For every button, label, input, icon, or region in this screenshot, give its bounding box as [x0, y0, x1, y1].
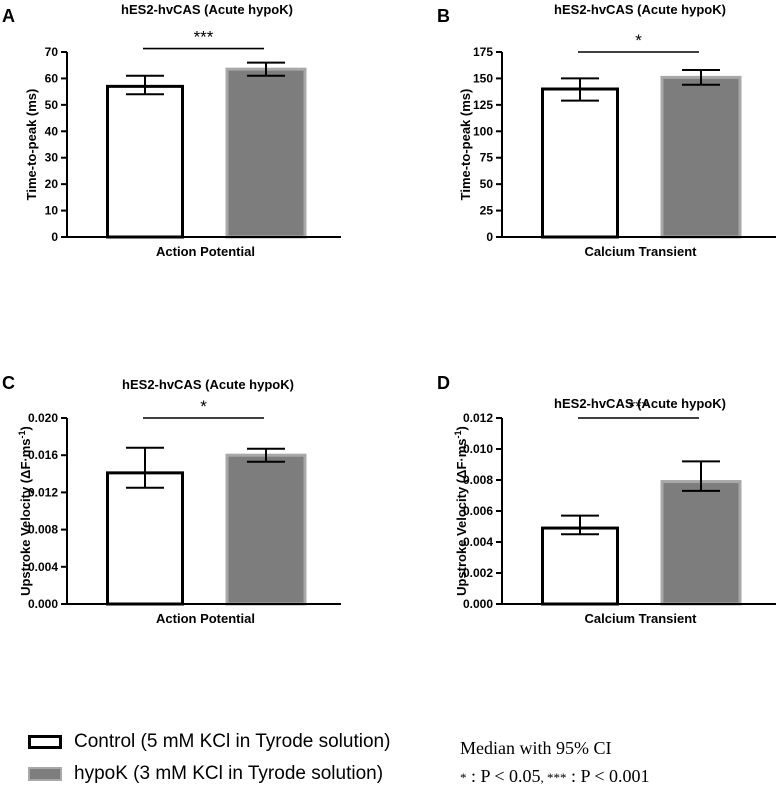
bar-control — [541, 526, 619, 606]
legend-swatch-hypok — [28, 767, 62, 781]
y-tick-label: 0.020 — [28, 411, 58, 425]
y-tick-label: 60 — [45, 71, 59, 85]
stats-p-one: : P < 0.05 — [466, 766, 541, 786]
bar-hypok — [660, 480, 742, 606]
stats-summary: Median with 95% CI — [460, 738, 612, 758]
panel-letter: A — [2, 6, 15, 26]
y-tick-label: 0 — [486, 230, 493, 244]
y-tick-label: 75 — [480, 151, 494, 165]
y-tick-label: 100 — [473, 124, 493, 138]
y-tick-label: 70 — [45, 45, 59, 59]
bar-hypok — [225, 67, 307, 239]
panel-letter: B — [437, 6, 450, 26]
y-tick-label: 0.012 — [463, 411, 493, 425]
y-tick-label: 30 — [45, 151, 59, 165]
y-tick-label: 0.010 — [463, 442, 493, 456]
bar-hypok — [660, 75, 742, 239]
y-tick-label: 0.002 — [463, 566, 493, 580]
chart-title: hES2-hvCAS (Acute hypoK) — [554, 396, 726, 411]
y-tick-label: 50 — [480, 177, 494, 191]
stats-three-star: *** — [547, 770, 567, 785]
legend: Control (5 mM KCl in Tyrode solution) hy… — [28, 726, 390, 790]
stats-p-three: : P < 0.001 — [566, 766, 650, 786]
legend-label-hypok: hypoK (3 mM KCl in Tyrode solution) — [74, 763, 384, 784]
stats-note: Median with 95% CI * : P < 0.05, *** : P… — [460, 734, 650, 792]
y-tick-label: 0.000 — [463, 597, 493, 611]
bar-control — [106, 84, 184, 239]
y-tick-label: 0.004 — [28, 560, 58, 574]
panel-letter: C — [2, 373, 15, 393]
y-tick-label: 0.012 — [28, 485, 58, 499]
x-axis-label: Action Potential — [156, 611, 255, 626]
y-tick-label: 150 — [473, 71, 493, 85]
panel-letter: D — [437, 373, 450, 393]
significance-label: * — [200, 397, 207, 416]
y-tick-label: 0 — [51, 230, 58, 244]
y-axis-label: Time-to-peak (ms) — [24, 89, 39, 201]
y-tick-label: 0.006 — [463, 504, 493, 518]
stats-significance: * : P < 0.05, *** : P < 0.001 — [460, 766, 650, 786]
significance-label: *** — [629, 397, 649, 416]
y-axis-label: Upstroke Velocity (ΔF·ms-1) — [17, 426, 33, 596]
y-tick-label: 10 — [45, 204, 59, 218]
y-tick-label: 40 — [45, 124, 59, 138]
legend-item-hypok: hypoK (3 mM KCl in Tyrode solution) — [28, 758, 390, 790]
legend-label-control: Control (5 mM KCl in Tyrode solution) — [74, 731, 391, 752]
y-axis-label: Time-to-peak (ms) — [458, 89, 473, 201]
significance-label: *** — [194, 28, 214, 47]
stats-star: * — [460, 770, 467, 785]
chart-title: hES2-hvCAS (Acute hypoK) — [122, 377, 294, 392]
legend-item-control: Control (5 mM KCl in Tyrode solution) — [28, 726, 390, 758]
y-axis-label: Upstroke Velocity (ΔF·ms-1) — [453, 426, 469, 596]
y-tick-label: 50 — [45, 98, 59, 112]
y-tick-label: 20 — [45, 177, 59, 191]
x-axis-label: Action Potential — [156, 244, 255, 259]
bar-control — [541, 87, 619, 239]
y-tick-label: 175 — [473, 45, 493, 59]
chart-title: hES2-hvCAS (Acute hypoK) — [554, 2, 726, 17]
y-tick-label: 25 — [480, 204, 494, 218]
bar-hypok — [225, 453, 307, 606]
y-tick-label: 0.016 — [28, 448, 58, 462]
y-tick-label: 0.008 — [463, 473, 493, 487]
y-tick-label: 125 — [473, 98, 493, 112]
y-tick-label: 0.000 — [28, 597, 58, 611]
y-tick-label: 0.008 — [28, 523, 58, 537]
bar-control — [106, 471, 184, 606]
y-tick-label: 0.004 — [463, 535, 493, 549]
chart-title: hES2-hvCAS (Acute hypoK) — [121, 2, 293, 17]
x-axis-label: Calcium Transient — [585, 611, 698, 626]
legend-swatch-control — [28, 735, 62, 749]
significance-label: * — [635, 31, 642, 50]
x-axis-label: Calcium Transient — [585, 244, 698, 259]
